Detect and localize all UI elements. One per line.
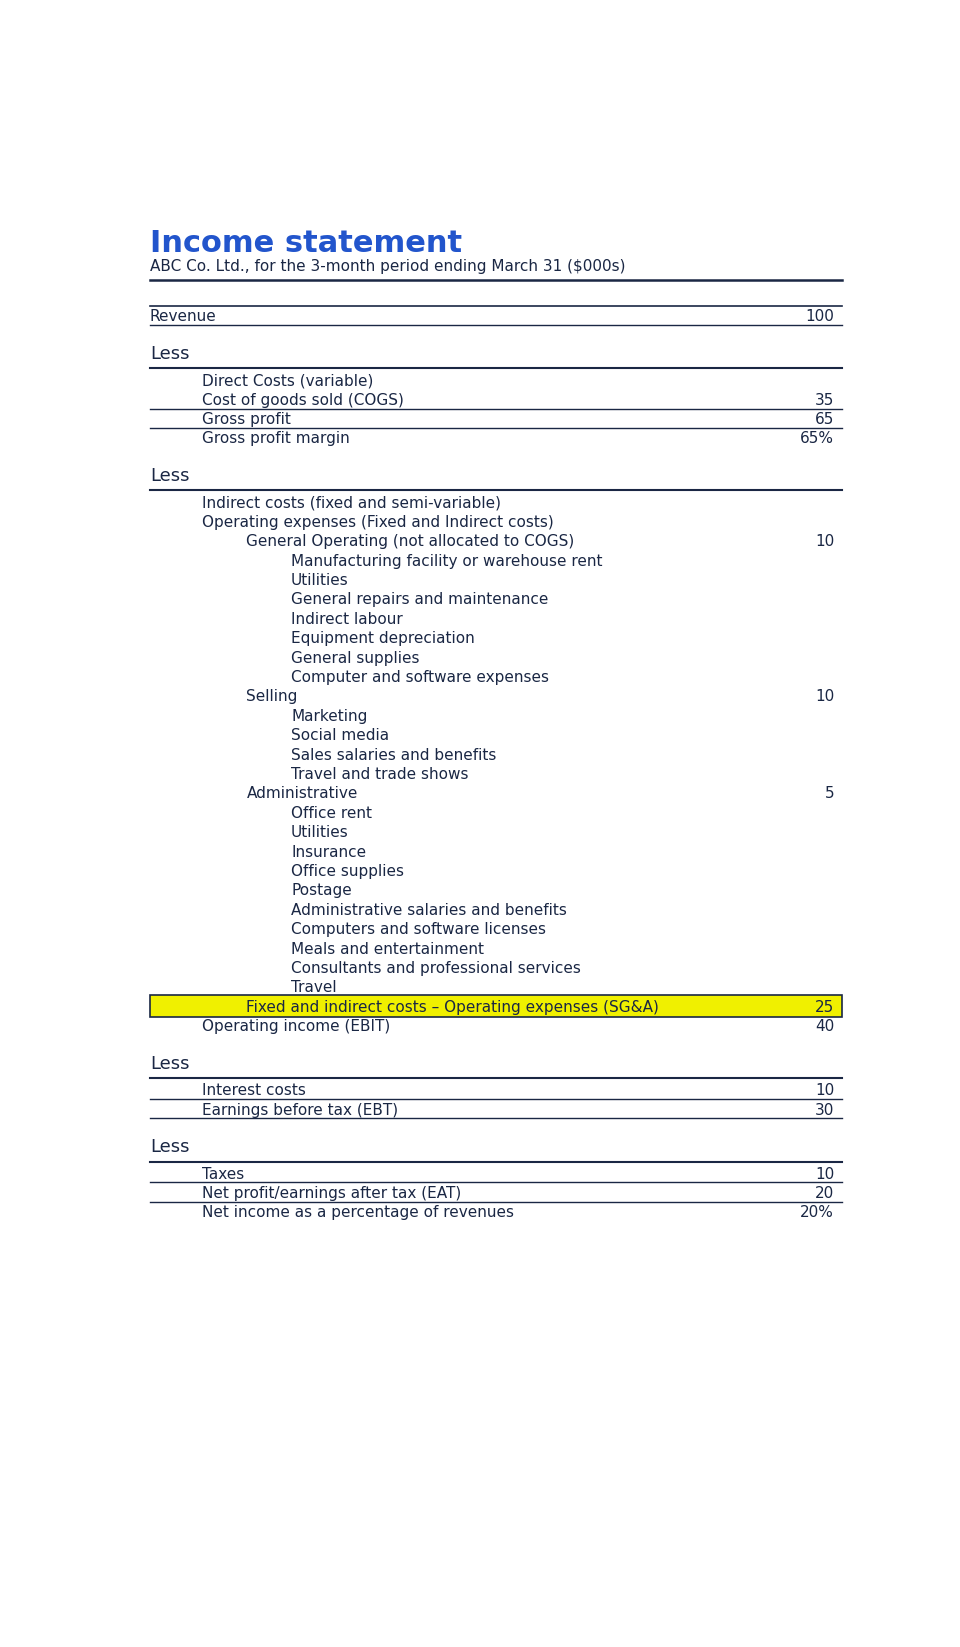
Text: 5: 5 [825,786,834,802]
Text: 20%: 20% [801,1206,834,1220]
Text: Social media: Social media [291,728,389,743]
Text: Manufacturing facility or warehouse rent: Manufacturing facility or warehouse rent [291,553,603,568]
Text: 20: 20 [815,1186,834,1201]
Text: Less: Less [150,346,189,362]
Text: Selling: Selling [247,690,298,705]
Text: 10: 10 [815,690,834,705]
Text: Less: Less [150,468,189,486]
Text: 35: 35 [815,392,834,407]
Text: Revenue: Revenue [150,310,217,324]
Text: Sales salaries and benefits: Sales salaries and benefits [291,748,496,763]
Text: Income statement: Income statement [150,229,462,259]
Text: Earnings before tax (EBT): Earnings before tax (EBT) [202,1102,398,1118]
Text: ABC Co. Ltd., for the 3-month period ending March 31 ($000s): ABC Co. Ltd., for the 3-month period end… [150,259,625,273]
Text: General supplies: General supplies [291,651,420,665]
Text: Postage: Postage [291,883,352,898]
Text: Administrative salaries and benefits: Administrative salaries and benefits [291,903,567,917]
Text: General Operating (not allocated to COGS): General Operating (not allocated to COGS… [247,534,575,548]
Text: Cost of goods sold (COGS): Cost of goods sold (COGS) [202,392,404,407]
Text: Consultants and professional services: Consultants and professional services [291,962,581,977]
Text: Fixed and indirect costs – Operating expenses (SG&A): Fixed and indirect costs – Operating exp… [247,1000,660,1015]
Text: Less: Less [150,1138,189,1156]
Text: Marketing: Marketing [291,708,368,723]
Text: Direct Costs (variable): Direct Costs (variable) [202,374,373,389]
Text: Gross profit: Gross profit [202,412,291,427]
Text: Office rent: Office rent [291,805,372,820]
Text: Computers and software licenses: Computers and software licenses [291,922,546,937]
Text: Operating income (EBIT): Operating income (EBIT) [202,1019,390,1034]
Text: Administrative: Administrative [247,786,358,802]
Text: Travel: Travel [291,980,337,995]
Text: Computer and software expenses: Computer and software expenses [291,670,549,685]
Text: 65%: 65% [801,432,834,446]
Text: Equipment depreciation: Equipment depreciation [291,631,475,646]
Text: 100: 100 [805,310,834,324]
Text: 30: 30 [815,1102,834,1118]
Text: Travel and trade shows: Travel and trade shows [291,768,468,782]
Text: Net profit/earnings after tax (EAT): Net profit/earnings after tax (EAT) [202,1186,461,1201]
Text: Net income as a percentage of revenues: Net income as a percentage of revenues [202,1206,514,1220]
Text: Meals and entertainment: Meals and entertainment [291,942,484,957]
Text: 10: 10 [815,1166,834,1181]
Text: Gross profit margin: Gross profit margin [202,432,349,446]
Text: Operating expenses (Fixed and Indirect costs): Operating expenses (Fixed and Indirect c… [202,516,554,530]
Text: 10: 10 [815,534,834,548]
Bar [150,995,842,1018]
Text: Indirect labour: Indirect labour [291,611,403,628]
Text: General repairs and maintenance: General repairs and maintenance [291,593,548,608]
Text: 40: 40 [815,1019,834,1034]
Text: 25: 25 [815,1000,834,1015]
Text: 65: 65 [815,412,834,427]
Text: 10: 10 [815,1084,834,1099]
Text: Utilities: Utilities [291,825,348,840]
Text: Interest costs: Interest costs [202,1084,305,1099]
Text: Less: Less [150,1056,189,1074]
Text: Taxes: Taxes [202,1166,244,1181]
Text: Insurance: Insurance [291,845,367,860]
Text: Indirect costs (fixed and semi-variable): Indirect costs (fixed and semi-variable) [202,496,501,511]
Text: Office supplies: Office supplies [291,865,404,879]
Text: Utilities: Utilities [291,573,348,588]
